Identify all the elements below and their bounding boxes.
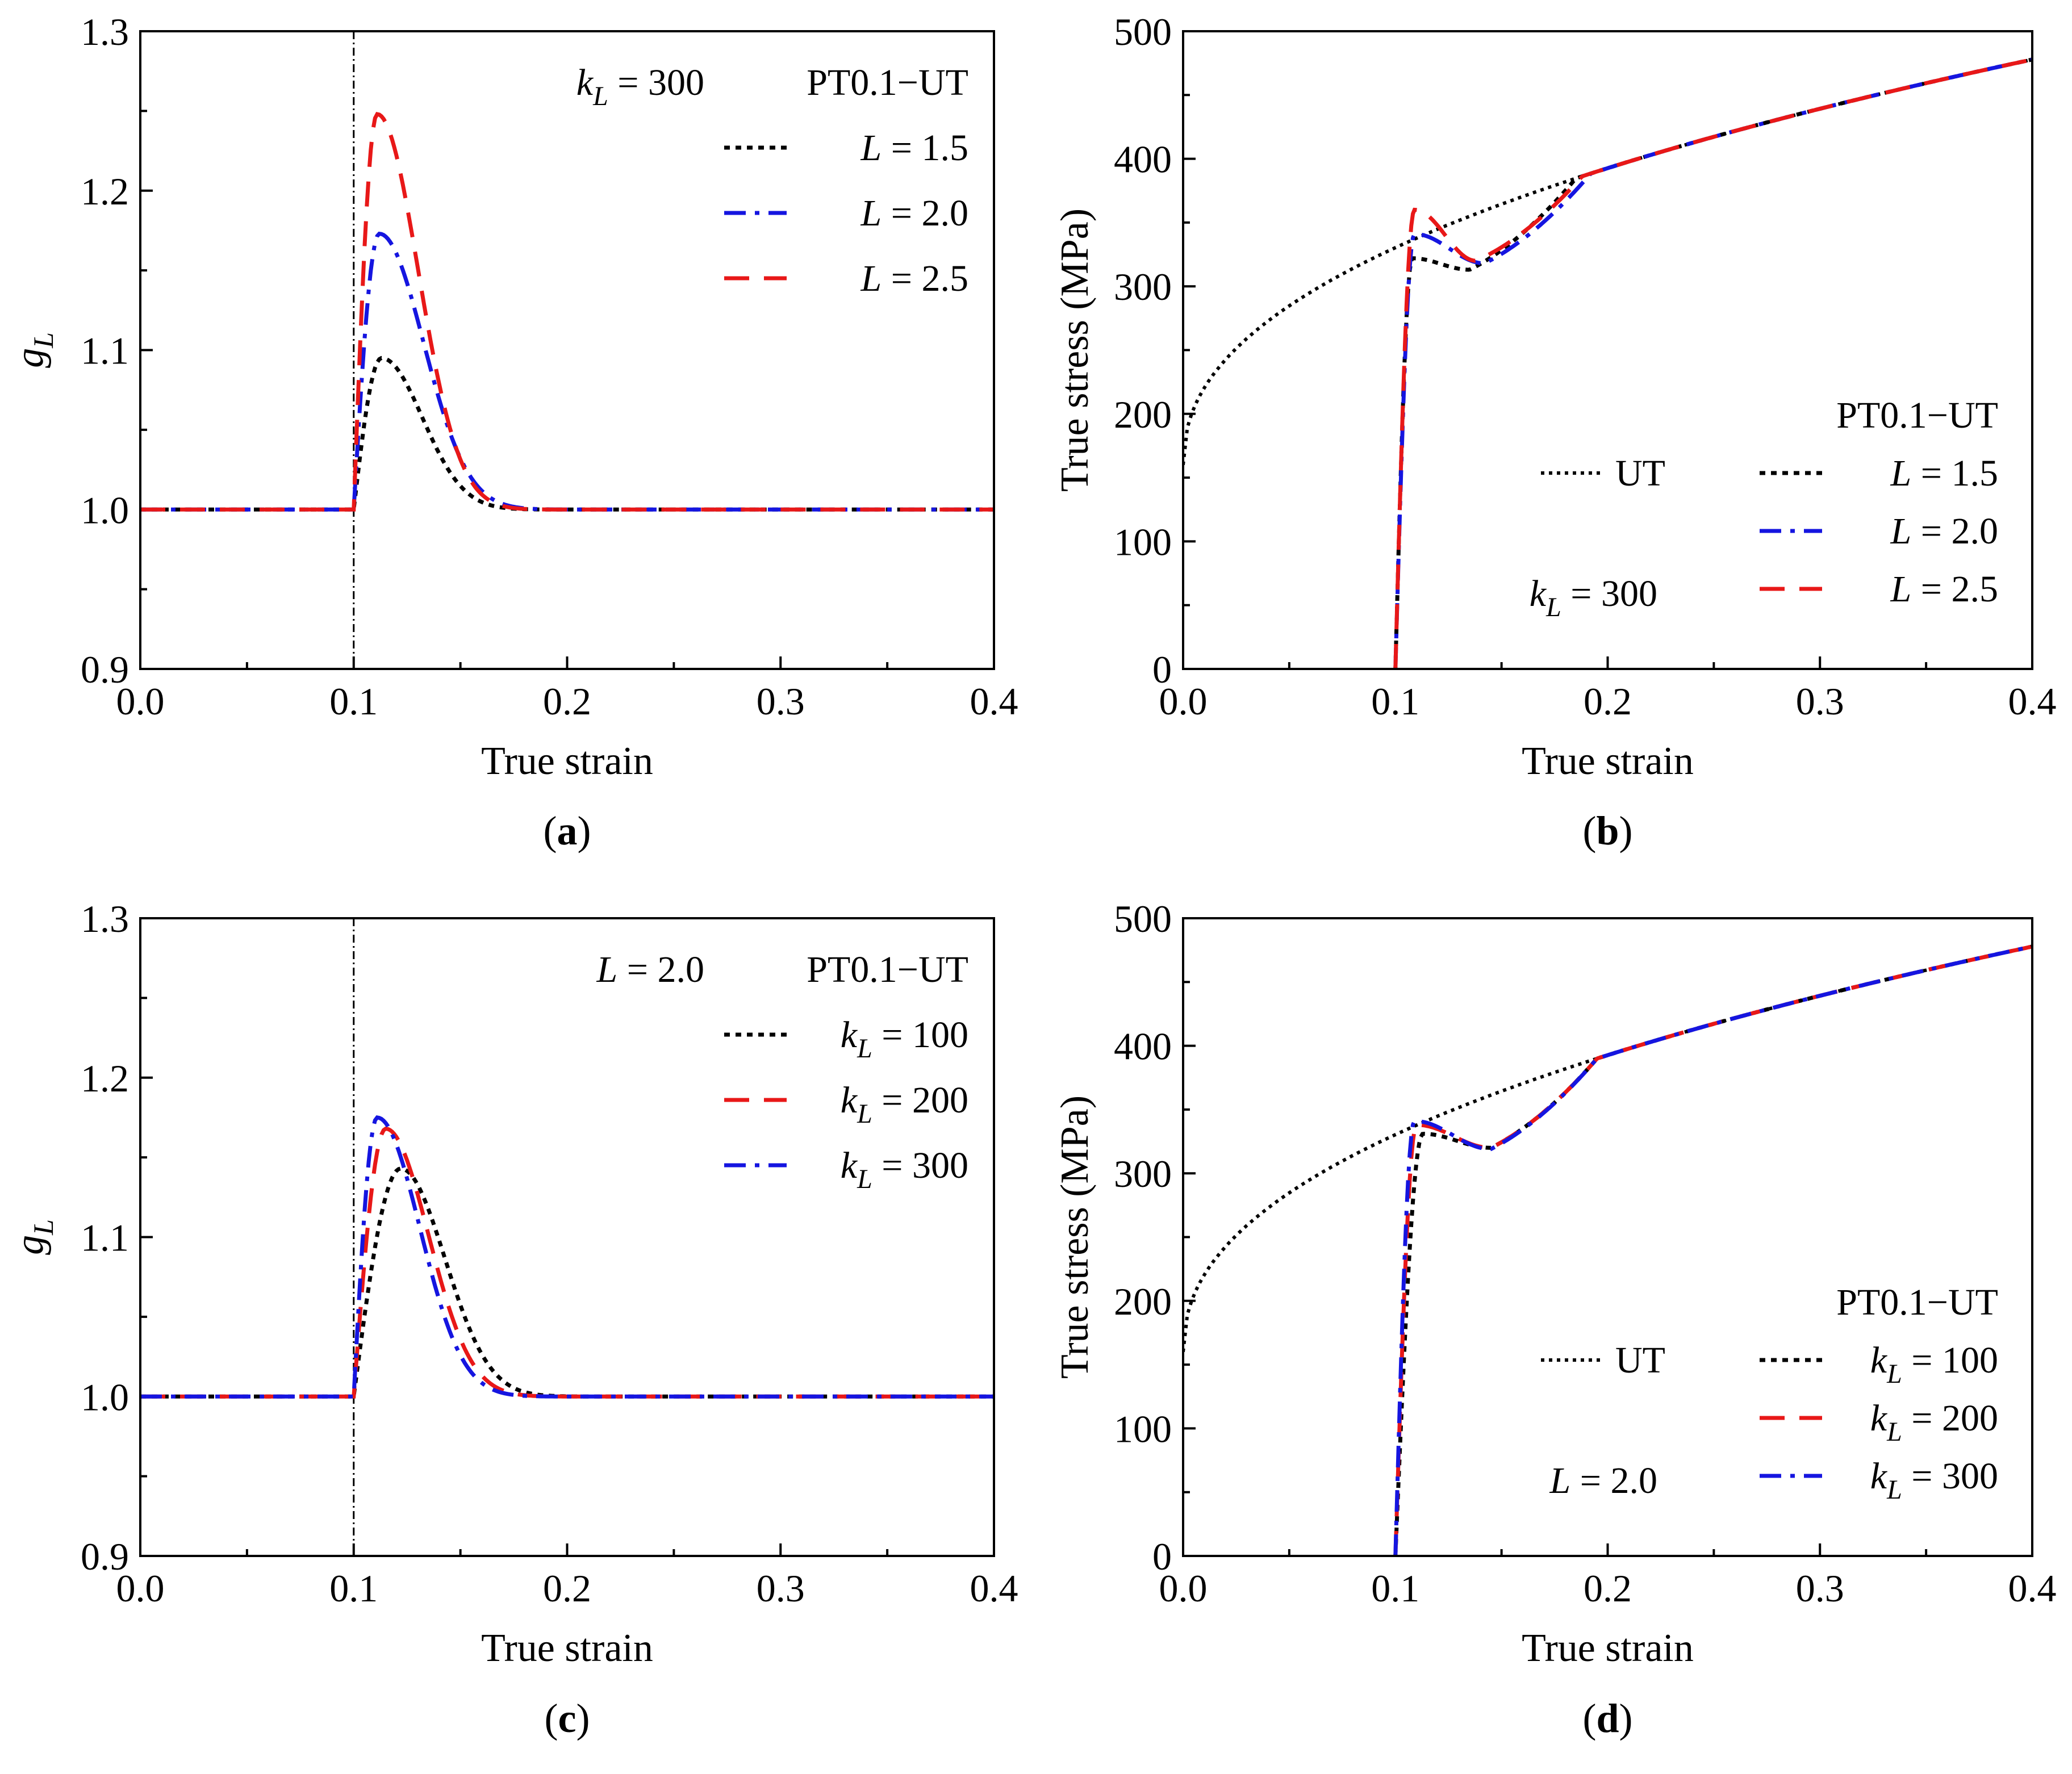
y-tick-label: 1.2 xyxy=(81,1057,129,1100)
y-axis-title: gL xyxy=(8,1219,59,1255)
x-tick-label: 0.0 xyxy=(116,1567,165,1610)
legend-label-k300: kL = 300 xyxy=(841,1145,968,1194)
y-axis-title: True stress (MPa) xyxy=(1053,208,1097,492)
y-tick-label: 200 xyxy=(1114,393,1172,436)
y-tick-label: 1.0 xyxy=(81,488,129,532)
x-tick-label: 0.1 xyxy=(329,680,378,723)
y-tick-label: 300 xyxy=(1114,265,1172,308)
y-tick-label: 1.0 xyxy=(81,1375,129,1419)
x-axis-title: True strain xyxy=(1522,739,1694,783)
plot-area xyxy=(1183,944,2032,1556)
legend-label-k200: kL = 200 xyxy=(841,1080,968,1129)
legend-label-L25: L = 2.5 xyxy=(1890,568,1998,610)
legend-label-k100: kL = 100 xyxy=(841,1014,968,1064)
x-tick-label: 0.4 xyxy=(2008,1567,2057,1610)
x-tick-label: 0.0 xyxy=(1159,1567,1208,1610)
legend-title: PT0.1−UT xyxy=(1836,395,1998,436)
legend-title: PT0.1−UT xyxy=(1836,1282,1998,1323)
y-tick-label: 300 xyxy=(1114,1152,1172,1195)
y-tick-label: 200 xyxy=(1114,1280,1172,1323)
x-tick-label: 0.3 xyxy=(1796,680,1844,723)
x-tick-label: 0.4 xyxy=(970,680,1018,723)
x-tick-label: 0.4 xyxy=(2008,680,2057,723)
legend-label-ut: UT xyxy=(1615,453,1665,494)
annotation-label: kL = 300 xyxy=(577,62,704,111)
series-line-k100 xyxy=(140,1166,994,1399)
plot-frame xyxy=(139,30,995,670)
legend-title: PT0.1−UT xyxy=(807,62,968,103)
y-tick-label: 400 xyxy=(1114,138,1172,181)
series-line-ut xyxy=(1183,57,2032,465)
y-tick-label: 1.1 xyxy=(81,1216,129,1260)
x-tick-label: 0.3 xyxy=(1796,1567,1844,1610)
x-tick-label: 0.2 xyxy=(1584,1567,1632,1610)
x-tick-label: 0.2 xyxy=(543,680,591,723)
legend-label-L20: L = 2.0 xyxy=(1890,511,1998,552)
plot-frame xyxy=(1182,917,2033,1557)
plot-area xyxy=(1183,57,2032,669)
panel-label: (d) xyxy=(1582,1696,1632,1741)
legend-label-k200: kL = 200 xyxy=(1870,1398,1998,1447)
annotation-label: L = 2.0 xyxy=(1549,1460,1657,1501)
x-tick-label: 0.1 xyxy=(1371,1567,1419,1610)
panel-label: (b) xyxy=(1582,808,1632,853)
y-tick-label: 1.3 xyxy=(81,897,129,940)
legend-label-ut: UT xyxy=(1615,1340,1665,1381)
chart-panel-c: 0.0 0.1 0.2 0.3 0.4 0.9 1.0 1.1 1.2 1.3 True strai… xyxy=(8,897,1018,1741)
x-tick-label: 0.2 xyxy=(543,1567,591,1610)
x-tick-label: 0.4 xyxy=(970,1567,1018,1610)
y-tick-label: 0 xyxy=(1152,1535,1172,1578)
y-tick-label: 100 xyxy=(1114,1407,1172,1450)
legend-label-L25: L = 2.5 xyxy=(860,258,968,299)
x-tick-label: 0.0 xyxy=(116,680,165,723)
legend-label-k100: kL = 100 xyxy=(1870,1340,1998,1389)
x-tick-label: 0.1 xyxy=(1371,680,1419,723)
panel-label: (a) xyxy=(544,808,591,853)
x-axis-title: True strain xyxy=(481,1626,653,1670)
legend-label-L15: L = 1.5 xyxy=(1890,453,1998,494)
series-line-L15 xyxy=(140,355,994,512)
plot-frame xyxy=(139,917,995,1557)
annotation-label: kL = 300 xyxy=(1530,573,1657,622)
series-line-L25 xyxy=(1393,57,2032,669)
y-tick-label: 1.1 xyxy=(81,329,129,373)
legend-label-L15: L = 1.5 xyxy=(860,127,968,169)
chart-panel-a: 0.0 0.1 0.2 0.3 0.4 0.9 1.0 1.1 1.2 1.3 True strai… xyxy=(8,10,1018,853)
x-axis-title: True strain xyxy=(1522,1626,1694,1670)
series-line-k300 xyxy=(140,1115,994,1399)
chart-panel-b: 0.0 0.1 0.2 0.3 0.4 0 100 200 300 400 500 True stra… xyxy=(1053,10,2057,853)
y-tick-label: 500 xyxy=(1114,897,1172,940)
y-tick-label: 500 xyxy=(1114,10,1172,53)
annotation-label: L = 2.0 xyxy=(596,949,704,990)
legend-label-k300: kL = 300 xyxy=(1870,1455,1998,1505)
x-tick-label: 0.2 xyxy=(1584,680,1632,723)
y-tick-label: 1.3 xyxy=(81,10,129,53)
y-tick-label: 100 xyxy=(1114,520,1172,563)
x-tick-label: 0.3 xyxy=(757,1567,805,1610)
x-tick-label: 0.3 xyxy=(757,680,805,723)
plot-area xyxy=(140,31,994,669)
series-line-k200 xyxy=(1393,944,2032,1556)
x-axis-title: True strain xyxy=(481,739,653,783)
y-axis-title: True stress (MPa) xyxy=(1053,1095,1097,1379)
plot-area xyxy=(140,918,994,1556)
series-line-L25 xyxy=(140,111,994,512)
y-tick-label: 0 xyxy=(1152,648,1172,691)
legend-label-L20: L = 2.0 xyxy=(860,193,968,234)
panel-label: (c) xyxy=(545,1696,590,1741)
legend-title: PT0.1−UT xyxy=(807,949,968,990)
series-line-ut xyxy=(1183,944,2032,1352)
x-tick-label: 0.0 xyxy=(1159,680,1208,723)
y-tick-label: 0.9 xyxy=(81,648,129,691)
y-tick-label: 0.9 xyxy=(81,1535,129,1578)
y-tick-label: 1.2 xyxy=(81,170,129,213)
y-axis-title: gL xyxy=(8,332,59,368)
x-tick-label: 0.1 xyxy=(329,1567,378,1610)
chart-panel-d: 0.0 0.1 0.2 0.3 0.4 0 100 200 300 400 500 True stra… xyxy=(1053,897,2057,1741)
y-tick-label: 400 xyxy=(1114,1025,1172,1068)
plot-frame xyxy=(1182,30,2033,670)
